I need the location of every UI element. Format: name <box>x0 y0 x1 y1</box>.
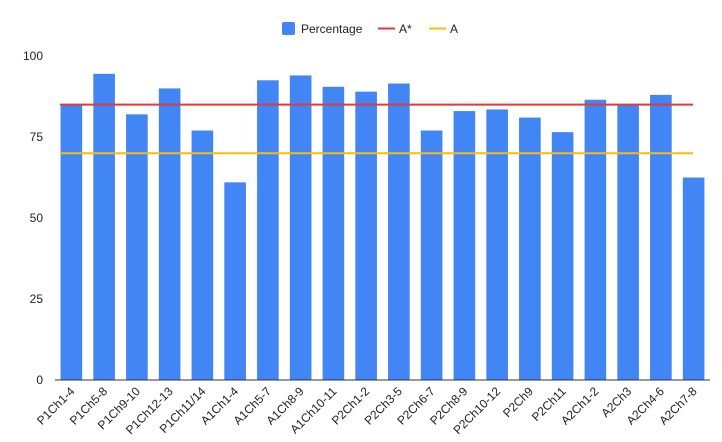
bar <box>486 109 508 381</box>
bar <box>388 83 410 380</box>
bar <box>322 86 345 380</box>
legend-label-percentage: Percentage <box>301 22 363 36</box>
bar <box>617 104 639 380</box>
legend-label-a-star: A* <box>399 22 412 36</box>
y-tick-label: 100 <box>23 49 43 63</box>
bar <box>289 75 312 380</box>
legend-label-a: A <box>450 22 458 36</box>
bar <box>257 80 279 381</box>
bar <box>551 132 574 380</box>
bars <box>60 73 705 381</box>
x-axis-labels: P1Ch1-4P1Ch5-8P1Ch9-10P1Ch12-13P1Ch11/14… <box>34 384 700 437</box>
bar <box>584 99 607 381</box>
y-tick-label: 50 <box>30 211 44 225</box>
bar <box>158 88 181 381</box>
bar <box>224 182 246 380</box>
bar <box>126 114 148 380</box>
legend-swatch-percentage <box>282 22 295 35</box>
bar <box>93 73 115 380</box>
y-tick-label: 0 <box>36 373 43 387</box>
bar <box>519 117 541 380</box>
bar <box>355 91 377 380</box>
legend: Percentage A* A <box>282 22 458 36</box>
bar <box>60 104 83 380</box>
bar <box>420 130 443 380</box>
bar <box>453 111 476 380</box>
y-tick-label: 75 <box>30 130 44 144</box>
y-axis: 0 25 50 75 100 <box>23 49 43 387</box>
bar <box>682 177 705 380</box>
bar <box>650 94 672 380</box>
reference-lines <box>60 103 693 155</box>
bar <box>191 130 214 380</box>
y-tick-label: 25 <box>30 292 44 306</box>
